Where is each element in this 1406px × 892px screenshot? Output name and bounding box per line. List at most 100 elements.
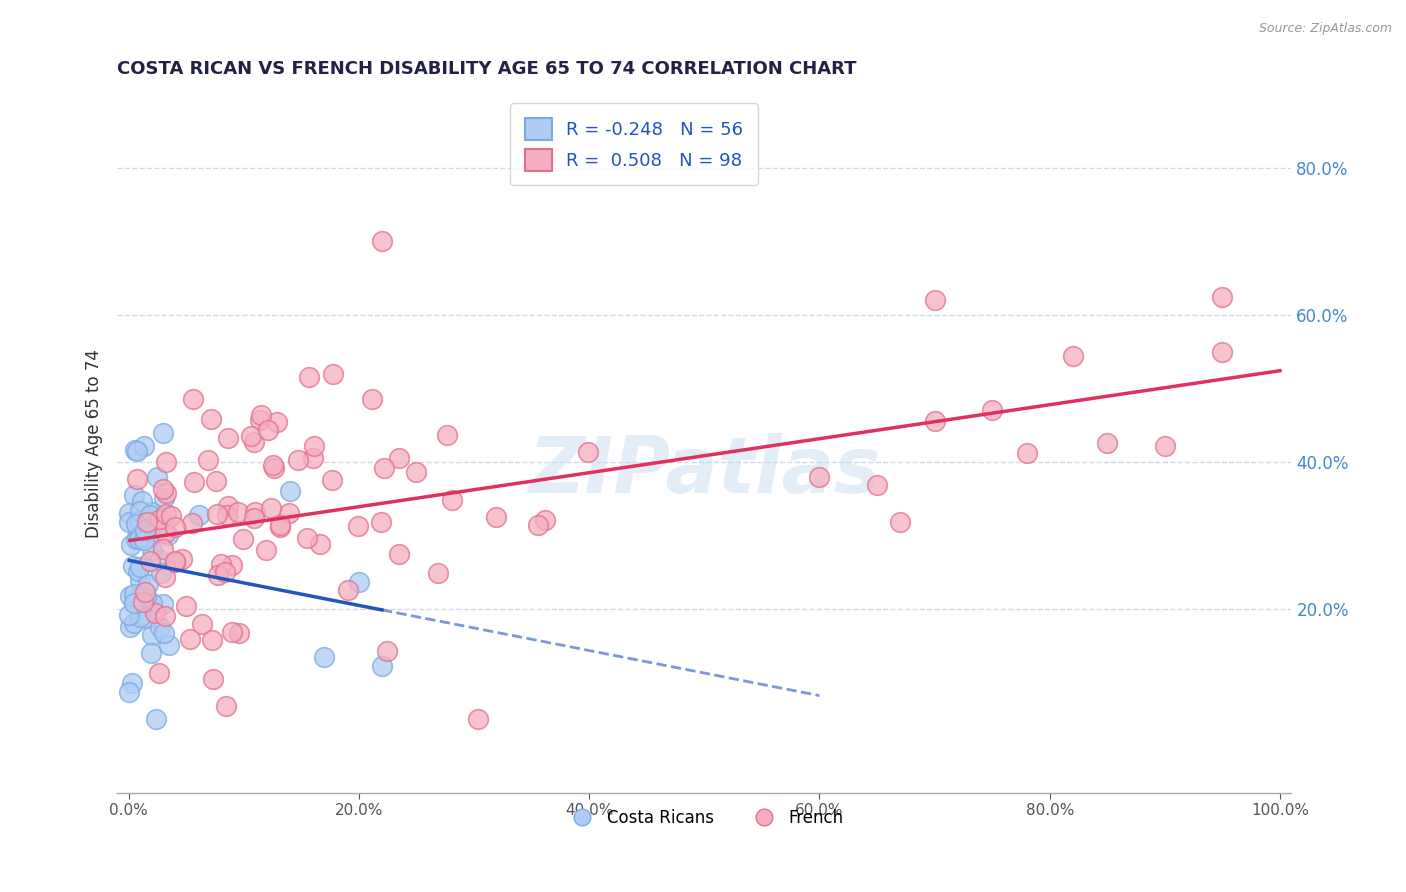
Point (214, 565, 236, 579)
Point (163, 555, 186, 569)
Point (269, 518, 291, 533)
Point (139, 646, 162, 660)
Point (153, 491, 176, 506)
Point (141, 596, 163, 610)
Point (388, 547, 411, 561)
Point (118, 589, 141, 603)
Point (179, 632, 201, 646)
Point (309, 537, 332, 551)
Text: Source: ZipAtlas.com: Source: ZipAtlas.com (1258, 22, 1392, 36)
Point (201, 633, 224, 648)
Point (866, 478, 889, 492)
Point (118, 619, 141, 633)
Point (148, 665, 170, 680)
Point (183, 475, 205, 490)
Point (145, 712, 167, 726)
Point (226, 505, 249, 519)
Point (125, 472, 148, 486)
Point (152, 482, 174, 496)
Point (256, 423, 278, 437)
Point (183, 392, 205, 406)
Point (304, 439, 326, 453)
Point (534, 513, 557, 527)
Point (266, 415, 288, 429)
Point (197, 453, 219, 467)
Point (347, 575, 370, 590)
Point (1097, 436, 1119, 450)
Point (924, 414, 946, 428)
Point (576, 445, 599, 459)
Point (249, 413, 271, 427)
Point (153, 609, 176, 624)
Point (152, 542, 174, 557)
Point (155, 486, 177, 500)
Point (321, 473, 343, 487)
Point (388, 450, 411, 465)
Point (467, 712, 489, 726)
Point (152, 598, 174, 612)
Point (129, 560, 152, 574)
Point (322, 367, 344, 381)
Point (370, 515, 392, 529)
Point (221, 625, 243, 640)
Point (180, 516, 202, 530)
Point (139, 508, 162, 523)
Point (263, 460, 285, 475)
Point (373, 461, 395, 475)
Point (128, 529, 150, 543)
Point (153, 570, 176, 584)
Point (135, 590, 157, 604)
Point (125, 517, 148, 532)
Point (205, 475, 228, 489)
Point (346, 519, 368, 533)
Point (143, 606, 166, 620)
Point (165, 520, 187, 534)
Point (209, 557, 232, 571)
Point (139, 530, 162, 544)
Point (132, 533, 155, 547)
Point (128, 504, 150, 518)
Point (485, 510, 508, 524)
Point (297, 370, 319, 384)
Point (243, 435, 266, 450)
Point (138, 577, 160, 591)
Point (149, 566, 172, 581)
Point (120, 538, 142, 552)
Point (427, 566, 450, 580)
Legend: Costa Ricans, French: Costa Ricans, French (558, 802, 851, 833)
Point (215, 508, 238, 523)
Point (122, 596, 145, 610)
Point (1062, 349, 1084, 363)
Point (131, 493, 153, 508)
Point (214, 698, 236, 713)
Point (128, 515, 150, 529)
Point (155, 455, 177, 469)
Point (228, 625, 250, 640)
Point (1211, 290, 1233, 304)
Point (127, 444, 149, 458)
Point (118, 685, 141, 699)
Point (122, 587, 145, 601)
Point (201, 672, 224, 686)
Point (191, 617, 214, 632)
Point (1211, 344, 1233, 359)
Point (207, 568, 229, 582)
Point (808, 470, 831, 484)
Point (170, 551, 193, 566)
Point (377, 644, 399, 658)
Point (118, 515, 141, 529)
Point (200, 412, 222, 426)
Point (287, 453, 309, 467)
Point (135, 610, 157, 624)
Point (118, 607, 141, 622)
Point (157, 528, 180, 542)
Point (153, 525, 176, 540)
Point (260, 500, 283, 515)
Point (141, 628, 163, 642)
Point (371, 235, 394, 249)
Point (405, 465, 427, 479)
Point (527, 518, 550, 533)
Point (124, 442, 146, 457)
Point (121, 676, 143, 690)
Point (295, 531, 318, 545)
